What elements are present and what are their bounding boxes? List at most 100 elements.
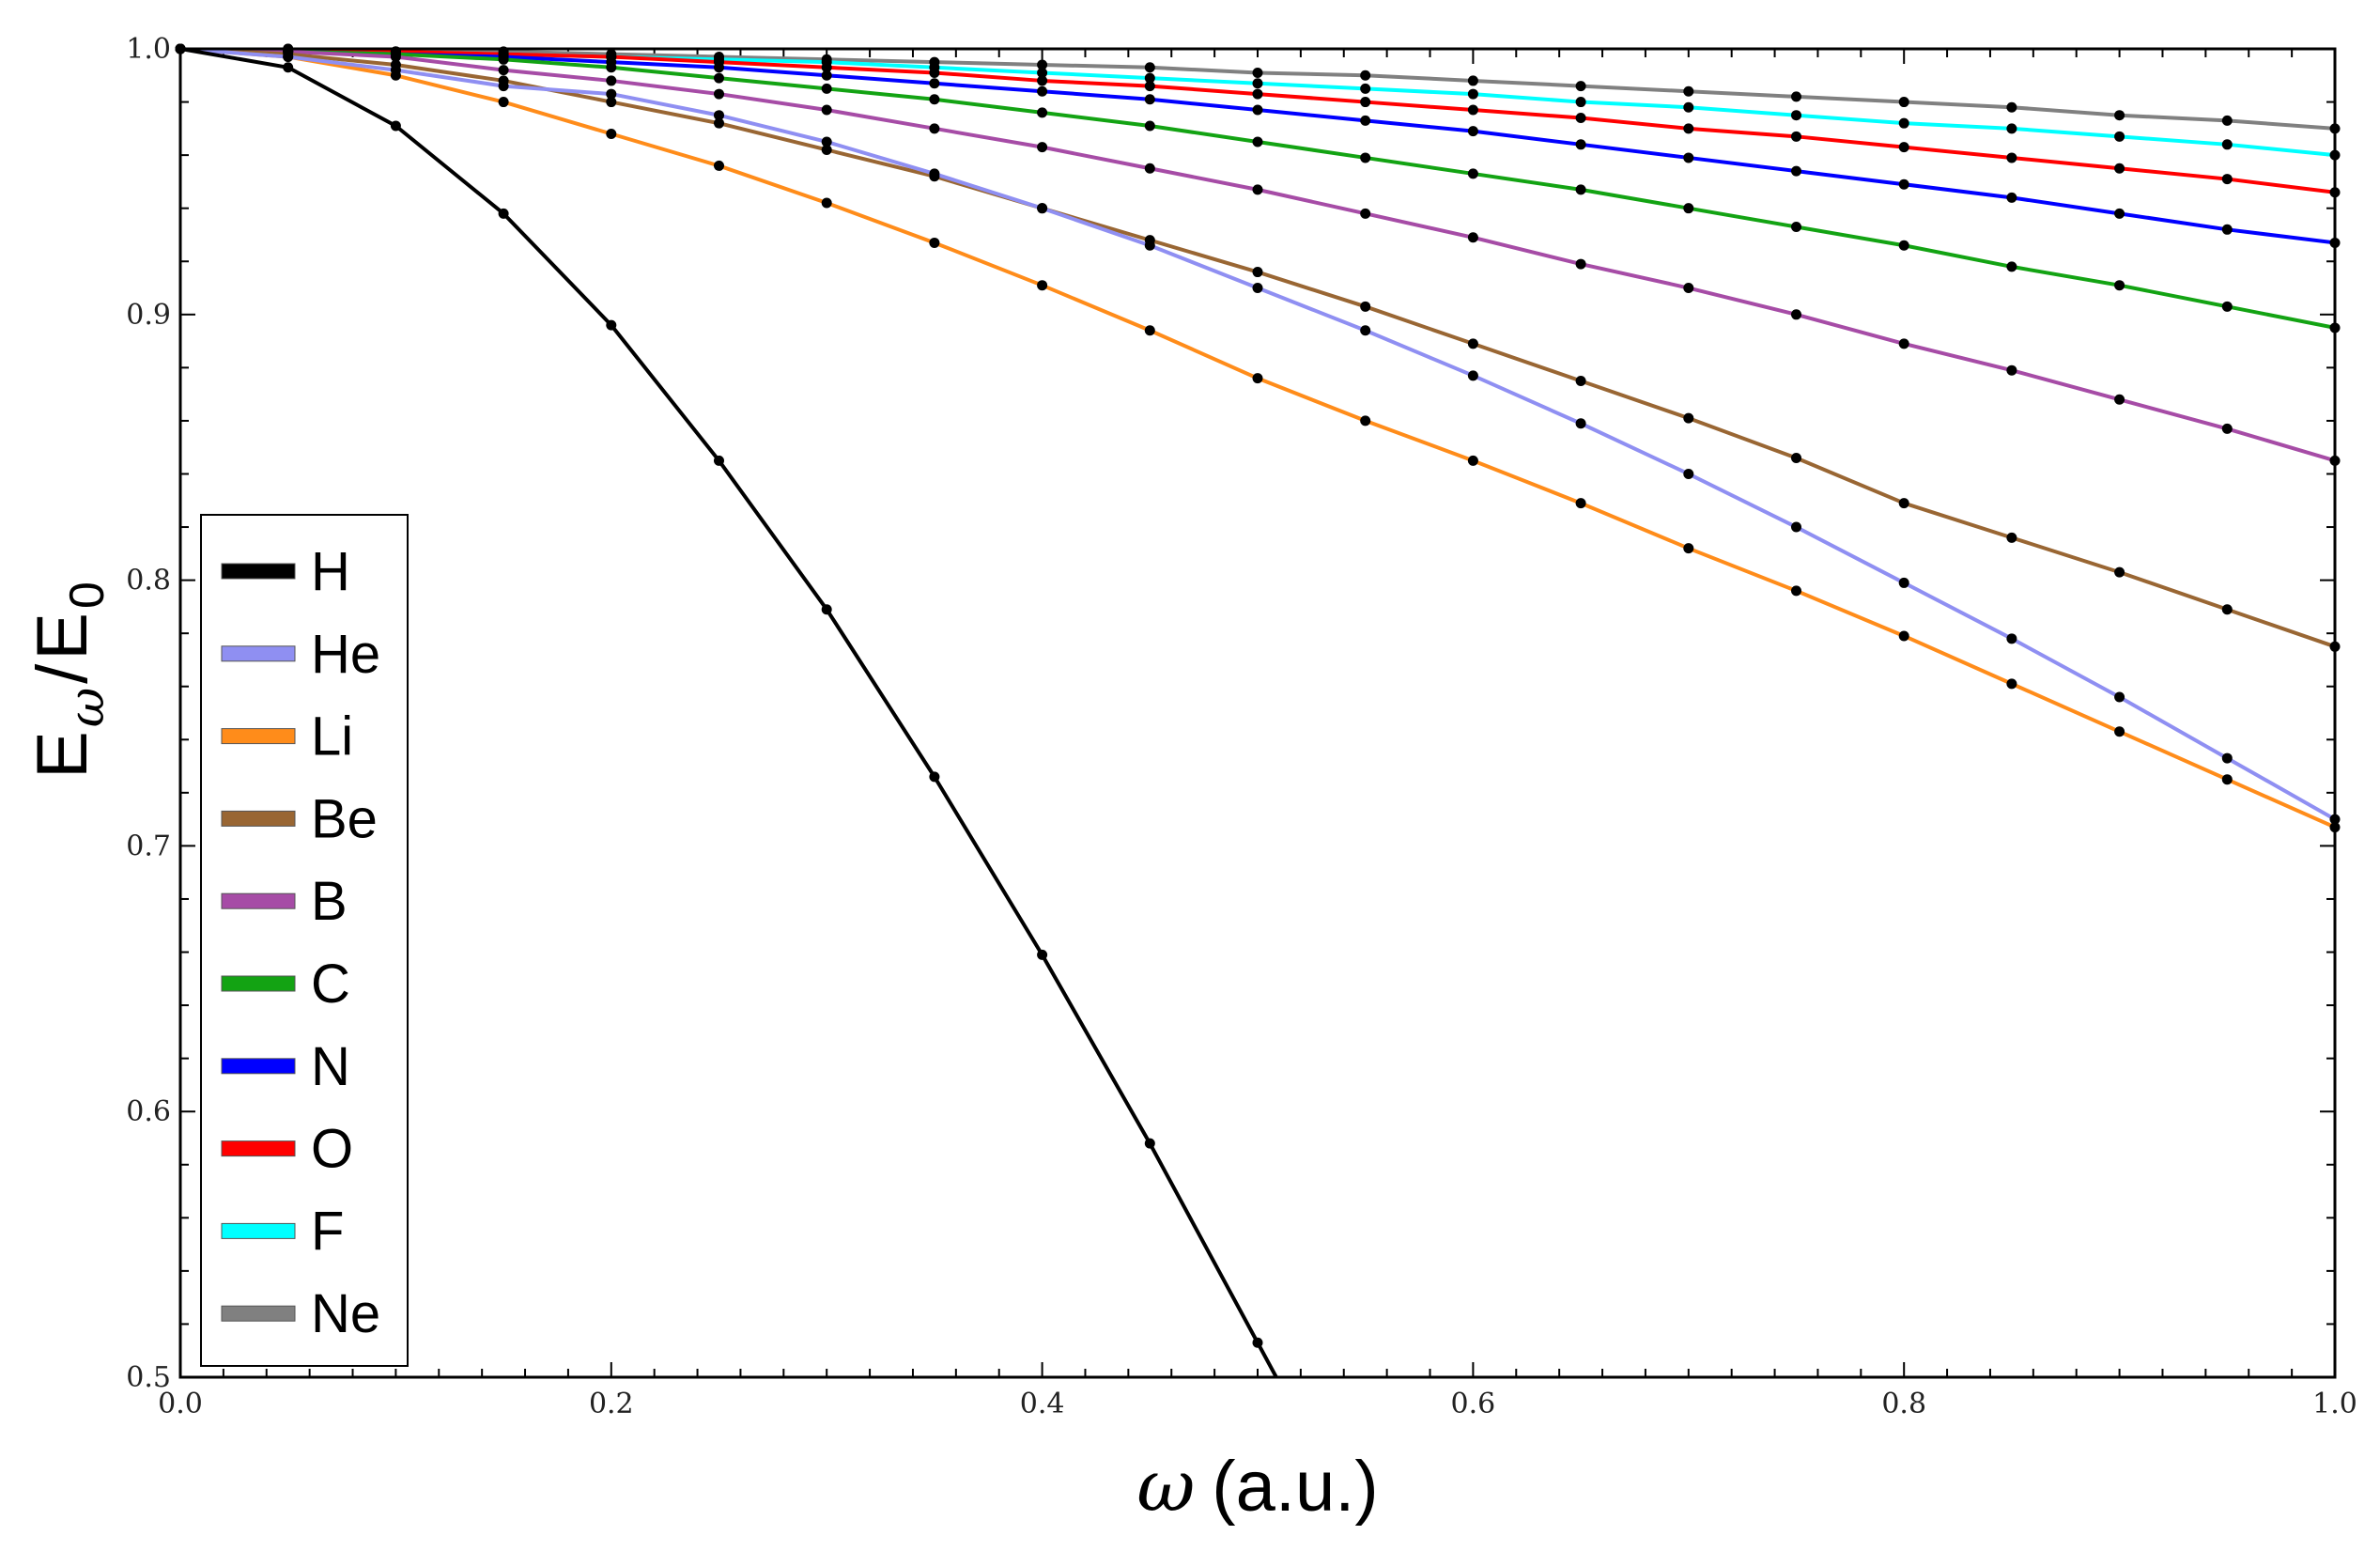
x-tick-label: 0.4 [1020,1388,1065,1420]
data-point-c [1252,136,1263,147]
data-point-he [821,136,832,147]
data-point-f [2114,131,2125,142]
data-point-b [1252,184,1263,195]
tick-labels: 0.0 0.2 0.4 0.6 0.8 1.0 0.5 0.6 0.7 0.8 0.9 1.0 [126,33,2357,1420]
legend-label-n: N [311,1036,350,1097]
data-point-li [1144,325,1155,336]
data-point-o [2114,163,2125,174]
y-axis-sub: ω [59,688,116,727]
data-point-h [1252,1337,1263,1348]
data-point-c [2114,280,2125,291]
y-axis-sub2: 0 [60,582,115,609]
data-point-o [2006,152,2017,163]
data-point-b [2006,364,2017,376]
data-point-c [1467,168,1478,179]
data-point-h [1037,949,1048,960]
data-point-b [1683,283,1694,294]
data-point-c [1791,221,1801,232]
data-point-h [498,208,509,219]
y-tick-label: 0.7 [126,830,171,862]
series-line-h [180,49,1279,1377]
data-point-f [1791,110,1801,121]
data-point-n [1252,104,1263,116]
data-point-be [821,144,832,155]
data-point-li [1467,455,1478,466]
legend-label-he: He [311,624,380,685]
data-point-ne [929,56,940,68]
data-point-n [1898,178,1909,190]
y-tick-label: 1.0 [126,33,171,66]
data-point-f [1037,67,1048,78]
legend-label-h: H [311,541,350,602]
data-point-n [2221,224,2233,235]
data-point-li [1252,373,1263,384]
data-point-b [929,123,940,134]
data-point-ne [2114,110,2125,121]
data-point-o [1037,75,1048,86]
data-point-c [1683,203,1694,214]
legend-swatch-n [221,1058,296,1075]
x-axis-symbol: ω [1136,1444,1195,1528]
legend-label-o: O [311,1119,353,1180]
legend-label-be: Be [311,788,378,849]
data-point-c [1037,107,1048,118]
data-point-o [1575,113,1586,124]
data-point-f [1898,117,1909,129]
data-point-li [2006,678,2017,690]
x-axis-title: ω (a.u.) [1136,1444,1378,1528]
plot-frame [178,47,2337,1379]
y-tick-label: 0.9 [126,299,171,332]
data-point-n [1037,85,1048,97]
y-tick-label: 0.8 [126,565,171,597]
data-point-ne [606,49,617,60]
data-point-n [2006,192,2017,203]
data-point-b [1575,258,1586,270]
data-point-n [929,78,940,89]
data-point-f [2006,123,2017,134]
data-point-c [2221,301,2233,312]
legend-swatch-f [221,1222,296,1239]
data-point-he [1898,577,1909,588]
data-point-he [2006,633,2017,644]
legend-swatch-li [221,728,296,745]
data-point-o [1252,88,1263,100]
data-point-ne [1898,97,1909,108]
legend-swatch-be [221,810,296,827]
data-point-be [2006,532,2017,543]
data-point-be [1467,338,1478,349]
data-point-o [1144,81,1155,92]
data-point-ne [714,51,724,62]
data-point-c [1898,240,1909,251]
legend-swatch-o [221,1140,296,1157]
data-point-h [821,604,832,615]
data-point-he [2221,752,2233,764]
data-point-be [1252,267,1263,278]
data-point-li [1898,630,1909,642]
x-tick-label: 0.8 [1881,1388,1926,1420]
data-point-be [2114,566,2125,578]
data-point-li [1791,585,1801,597]
legend-swatch-he [221,645,296,662]
data-point-ne [1575,81,1586,92]
data-point-b [498,65,509,76]
x-tick-label: 0.0 [158,1388,203,1420]
data-point-c [2006,261,2017,272]
data-point-he [1683,468,1694,479]
y-axis-title: E ω / E 0 [23,582,116,779]
data-point-n [821,70,832,81]
data-point-h [1144,1138,1155,1149]
y-tick-label: 0.5 [126,1361,171,1394]
data-point-f [1360,83,1371,94]
data-point-c [1144,120,1155,132]
data-point-he [1467,370,1478,381]
data-point-n [1791,165,1801,177]
data-point-he [1360,325,1371,336]
data-point-be [1683,412,1694,424]
data-point-ne [821,54,832,65]
data-point-c [821,83,832,94]
data-point-f [2221,139,2233,150]
data-point-h [606,319,617,331]
data-point-be [1791,453,1801,464]
data-point-li [1360,415,1371,427]
data-point-c [1360,152,1371,163]
